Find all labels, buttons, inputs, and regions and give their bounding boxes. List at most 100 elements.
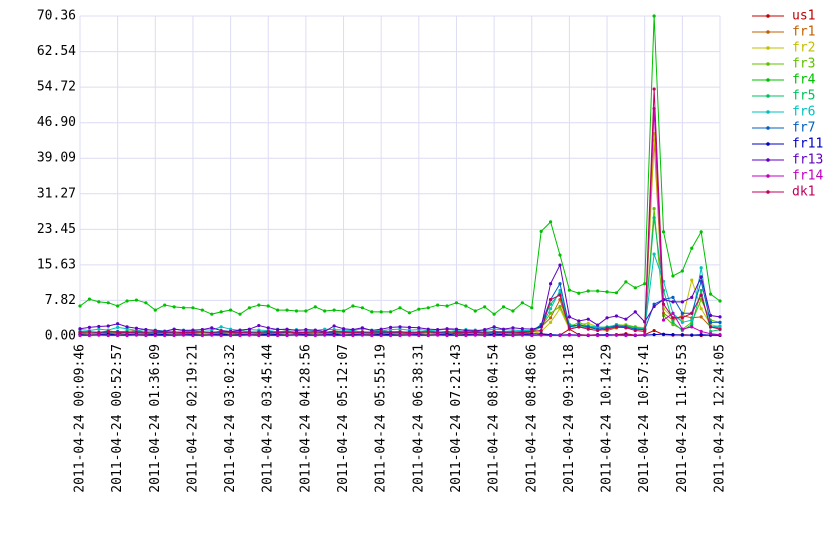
data-point: [238, 312, 242, 316]
data-point: [699, 275, 703, 279]
series-line: [79, 15, 721, 315]
data-point: [652, 216, 656, 220]
data-point: [200, 333, 204, 338]
data-point: [464, 333, 468, 338]
data-point: [492, 327, 496, 331]
data-point: [624, 333, 628, 338]
data-point: [323, 333, 327, 337]
data-point: [181, 333, 186, 337]
data-point: [690, 311, 694, 315]
data-point: [718, 315, 722, 319]
data-point: [276, 333, 280, 338]
data-point: [718, 327, 722, 331]
data-point: [323, 327, 327, 331]
data-point: [614, 325, 619, 329]
data-point: [586, 321, 590, 325]
data-point: [153, 333, 157, 338]
data-point: [492, 333, 496, 338]
data-point: [144, 328, 148, 332]
data-point: [398, 327, 402, 331]
x-tick-label: 2011-04-24 00:09:46: [73, 344, 88, 493]
data-point: [643, 329, 647, 334]
data-point: [228, 330, 233, 334]
data-point: [671, 323, 675, 327]
x-tick-label: 2011-04-24 08:48:06: [524, 344, 539, 493]
data-point: [530, 333, 534, 338]
data-point: [181, 331, 186, 335]
data-point: [492, 312, 496, 316]
data-point: [445, 329, 449, 334]
data-point: [520, 333, 524, 337]
data-point: [351, 331, 355, 335]
data-point: [643, 333, 647, 337]
data-point: [464, 304, 468, 308]
data-point: [97, 324, 101, 329]
x-tick-label: 2011-04-24 05:55:19: [374, 344, 389, 493]
data-point: [219, 333, 223, 338]
data-point: [699, 266, 703, 270]
data-point: [596, 333, 600, 338]
data-point: [690, 325, 694, 329]
data-point: [586, 333, 590, 337]
data-point: [125, 333, 129, 338]
data-point: [238, 333, 242, 338]
data-point: [116, 322, 120, 326]
data-point: [370, 333, 374, 338]
data-point: [191, 306, 195, 310]
data-point: [210, 312, 214, 316]
data-point: [473, 330, 477, 334]
data-point: [436, 330, 440, 334]
data-point: [614, 291, 619, 295]
data-point: [501, 333, 506, 338]
data-point: [596, 323, 600, 327]
data-point: [106, 324, 110, 328]
data-point: [304, 333, 308, 338]
data-point: [257, 323, 261, 328]
data-point: [454, 330, 459, 334]
x-tick-label: 2011-04-24 08:04:54: [487, 344, 502, 493]
data-point: [577, 291, 581, 295]
data-point: [172, 327, 176, 331]
data-point: [511, 326, 515, 330]
data-point: [247, 333, 252, 337]
data-point: [426, 330, 430, 334]
data-point: [605, 327, 609, 331]
data-point: [652, 333, 656, 337]
data-point: [116, 330, 120, 334]
data-point: [228, 333, 233, 338]
data-point: [247, 306, 252, 310]
data-point: [106, 329, 110, 334]
data-point: [464, 331, 468, 335]
data-point: [464, 328, 468, 333]
data-point: [219, 325, 223, 329]
data-point: [483, 333, 487, 338]
data-point: [436, 303, 440, 307]
data-point: [699, 315, 703, 319]
data-point: [388, 328, 393, 332]
data-point: [210, 333, 214, 337]
data-point: [680, 311, 684, 315]
data-point: [266, 329, 270, 334]
data-point: [652, 328, 656, 333]
data-point: [586, 325, 590, 329]
data-point: [97, 300, 101, 304]
data-point: [614, 333, 619, 337]
data-point: [699, 230, 703, 234]
data-point: [97, 330, 101, 334]
data-point: [144, 330, 148, 334]
data-point: [539, 229, 543, 233]
x-tick-label: 2011-04-24 03:45:44: [261, 344, 276, 493]
legend-label: fr13: [792, 153, 823, 168]
data-point: [548, 316, 553, 320]
legend-label: fr14: [792, 169, 823, 184]
data-point: [577, 319, 581, 323]
data-point: [530, 306, 534, 310]
data-point: [163, 303, 167, 307]
data-point: [690, 318, 694, 322]
series-line: [79, 217, 721, 334]
legend-label: fr3: [792, 57, 815, 72]
data-point: [548, 333, 553, 338]
x-tick-label: 2011-04-24 02:19:21: [185, 344, 200, 493]
data-point: [163, 333, 167, 338]
data-point: [379, 333, 383, 338]
